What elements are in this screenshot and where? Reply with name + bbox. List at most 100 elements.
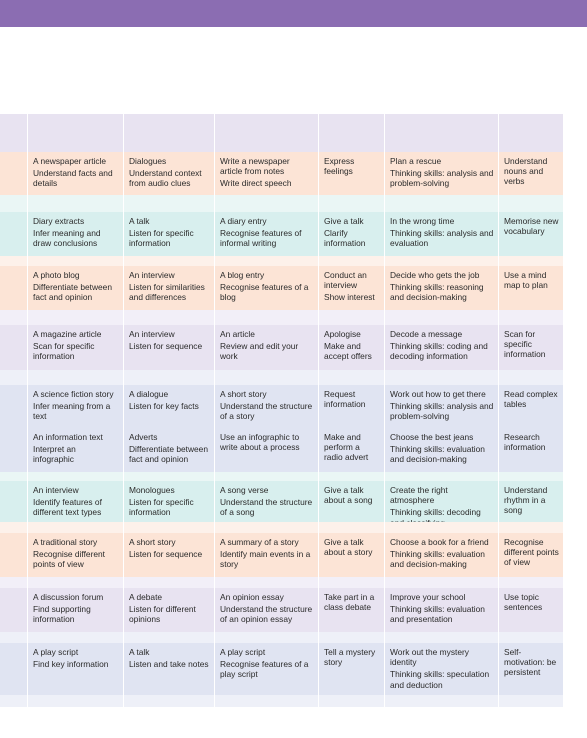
cell-text: Make and accept offers <box>324 341 372 362</box>
cell-text: Write a newspaper article from notes <box>220 156 290 177</box>
cell-text: Differentiate between fact and opinion <box>129 444 208 465</box>
cell-text: Understand the structure of a story <box>220 401 313 422</box>
table-cell: A photo blog Differentiate between fact a… <box>27 266 123 310</box>
cell-text: Decode a message <box>390 329 463 339</box>
column-header: Speaking <box>318 87 384 114</box>
spacer-cell <box>27 472 123 481</box>
table-cell: Use a mind map to plan <box>498 266 563 310</box>
cell-text: Understand context from audio clues <box>129 168 202 189</box>
spacer-cell <box>384 695 498 707</box>
cell-text: A magazine article <box>33 329 102 339</box>
cell-text: Recognise different points of view <box>33 549 106 570</box>
table-cell: Diary extracts Infer meaning and draw con… <box>27 212 123 256</box>
cell-text: Find key information <box>33 659 109 670</box>
spacer-cell <box>318 370 384 385</box>
cell-text: Listen for sequence <box>129 549 203 560</box>
table-cell: In the wrong time Thinking skills: analys… <box>384 212 498 256</box>
table-cell: Understand nouns and verbs <box>498 152 563 195</box>
table-cell: Work out how to get there Thinking skills… <box>384 385 498 428</box>
spacer-cell <box>498 522 563 533</box>
cell-text: An interview <box>129 329 175 339</box>
cell-text: Understand nouns and verbs <box>504 156 548 187</box>
table-cell: A talk Listen for specific information <box>123 212 214 256</box>
first-column-cell <box>0 385 27 428</box>
table-cell: Read complex tables <box>498 385 563 428</box>
cell-text: A dialogue <box>129 389 169 399</box>
table-cell: Choose the best jeans Thinking skills: ev… <box>384 428 498 472</box>
table-cell: A song verse Understand the structure of … <box>214 481 318 522</box>
spacer-cell <box>498 695 563 707</box>
cell-text: Find supporting information <box>33 604 91 625</box>
cell-text: Understand the structure of a song <box>220 497 313 518</box>
cell-text: Plan a rescue <box>390 156 442 166</box>
cell-text: Listen for specific information <box>129 228 194 249</box>
cell-text: Recognise features of informal writing <box>220 228 302 249</box>
cell-text: A debate <box>129 592 163 602</box>
cell-text: Understand rhythm in a song <box>504 485 548 516</box>
first-column-cell <box>0 325 27 370</box>
table-cell: Improve your school Thinking skills: eval… <box>384 588 498 632</box>
table-cell: An interview Listen for sequence <box>123 325 214 370</box>
blank-cell <box>214 114 318 152</box>
table-cell: Adverts Differentiate between fact and op… <box>123 428 214 472</box>
table-cell: Conduct an interview Show interest <box>318 266 384 310</box>
spacer-cell <box>214 310 318 325</box>
spacer-cell <box>214 522 318 533</box>
table-cell: Dialogues Understand context from audio c… <box>123 152 214 195</box>
spacer-cell <box>123 522 214 533</box>
table-cell: A magazine article Scan for specific info… <box>27 325 123 370</box>
cell-text: Choose the best jeans <box>390 432 474 442</box>
spacer-cell <box>214 370 318 385</box>
cell-text: Listen for different opinions <box>129 604 196 625</box>
cell-text: Conduct an interview <box>324 270 367 291</box>
table-cell: A play script Find key information <box>27 643 123 695</box>
cell-text: Use an infographic to write about a proc… <box>220 432 300 453</box>
cell-text: Give a talk about a story <box>324 537 373 558</box>
spacer-cell <box>214 577 318 588</box>
first-column-cell <box>0 428 27 472</box>
table-cell: A dialogue Listen for key facts <box>123 385 214 428</box>
spacer-cell <box>318 256 384 266</box>
table-cell: Understand rhythm in a song <box>498 481 563 522</box>
table-cell: Use topic sentences <box>498 588 563 632</box>
spacer-cell <box>318 577 384 588</box>
spacer-cell <box>214 695 318 707</box>
table-cell: Memorise new vocabulary <box>498 212 563 256</box>
cell-text: A newspaper article <box>33 156 107 166</box>
spacer-cell <box>0 310 27 325</box>
first-column-cell <box>0 481 27 522</box>
cell-text: Thinking skills: analysis and evaluation <box>390 228 494 249</box>
cell-text: A diary entry <box>220 216 267 226</box>
cell-text: Write direct speech <box>220 178 292 189</box>
cell-text: A blog entry <box>220 270 265 280</box>
spacer-cell <box>214 195 318 212</box>
spacer-cell <box>318 472 384 481</box>
spacer-cell <box>123 370 214 385</box>
spacer-cell <box>384 472 498 481</box>
table-cell: Monologues Listen for specific informatio… <box>123 481 214 522</box>
cell-text: A talk <box>129 216 150 226</box>
cell-text: Identify main events in a story <box>220 549 311 570</box>
table-cell: Make and perform a radio advert <box>318 428 384 472</box>
cell-text: Use a mind map to plan <box>504 270 548 291</box>
column-header: Reading <box>27 87 123 114</box>
first-column-cell <box>0 643 27 695</box>
table-cell: A debate Listen for different opinions <box>123 588 214 632</box>
blank-cell <box>498 114 563 152</box>
table-cell: A diary entry Recognise features of infor… <box>214 212 318 256</box>
cell-text: Infer meaning and draw conclusions <box>33 228 101 249</box>
cell-text: Give a talk about a song <box>324 485 373 506</box>
blank-cell <box>27 114 123 152</box>
cell-text: Take part in a class debate <box>324 592 375 613</box>
spacer-cell <box>214 632 318 643</box>
table-cell: An article Review and edit your work <box>214 325 318 370</box>
cell-text: Scan for specific information <box>504 329 546 360</box>
table-cell: A talk Listen and take notes <box>123 643 214 695</box>
table-cell: Plan a rescue Thinking skills: analysis a… <box>384 152 498 195</box>
cell-text: Thinking skills: evaluation and decision… <box>390 444 485 465</box>
table-cell: A short story Understand the structure of… <box>214 385 318 428</box>
cell-text: A discussion forum <box>33 592 104 602</box>
cell-text: A traditional story <box>33 537 98 547</box>
table-cell: A play script Recognise features of a pla… <box>214 643 318 695</box>
spacer-cell <box>384 577 498 588</box>
